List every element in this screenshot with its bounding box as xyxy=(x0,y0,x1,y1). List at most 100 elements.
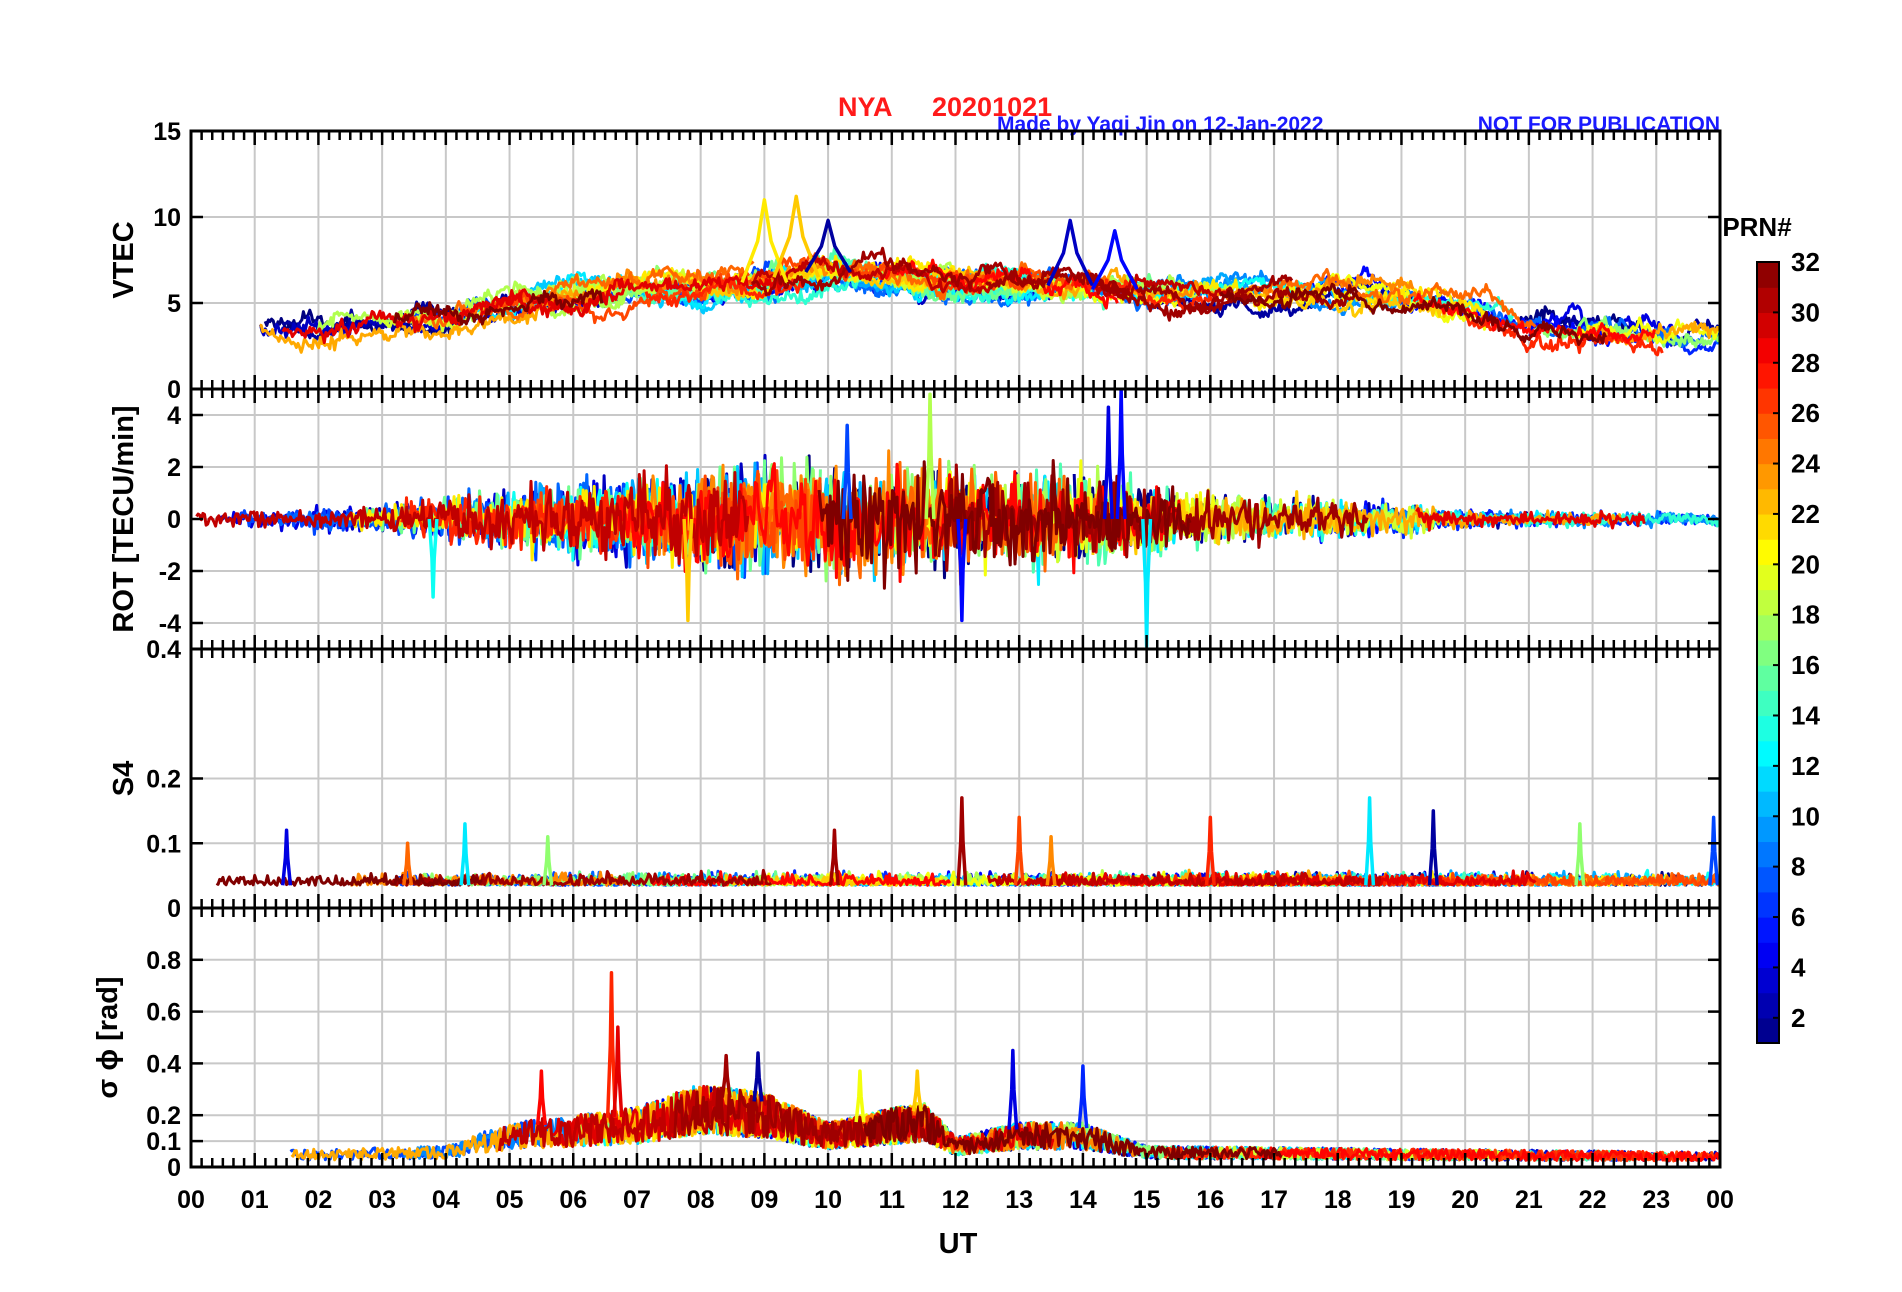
prn-31-trace xyxy=(984,266,1294,312)
colorbar-tick-label: 14 xyxy=(1791,700,1820,730)
colorbar-frame xyxy=(1756,261,1780,1044)
prn-2-peak xyxy=(1427,809,1439,886)
y-axis-label-vtec: VTEC xyxy=(108,221,140,298)
y-axis-label-sigma_phi: σ ϕ [rad] xyxy=(92,976,124,1098)
prn-3-peak xyxy=(1046,218,1095,287)
prn-29-trace xyxy=(1415,507,1646,532)
prn-22-peak xyxy=(682,518,694,623)
colorbar-band xyxy=(1757,614,1779,641)
colorbar-tick-label: 22 xyxy=(1791,499,1820,529)
y-tick-label: 0 xyxy=(167,1154,181,1182)
colorbar-tick-label: 26 xyxy=(1791,398,1820,428)
colorbar-title: PRN# xyxy=(1722,212,1792,242)
prn-28-trace xyxy=(650,869,952,887)
prn-4-peak xyxy=(1102,405,1114,520)
y-tick-label: 2 xyxy=(167,454,181,482)
colorbar-tick-label: 18 xyxy=(1791,600,1820,630)
series-rot xyxy=(195,389,1720,649)
prn-4-peak xyxy=(280,828,293,886)
y-tick-label: 0.4 xyxy=(146,1050,181,1078)
x-tick-label: 13 xyxy=(1005,1186,1033,1214)
colorbar-band xyxy=(1757,589,1779,616)
x-tick-label: 17 xyxy=(1260,1186,1288,1214)
colorbar-tick-label: 2 xyxy=(1791,1003,1805,1033)
y-tick-label: 0.6 xyxy=(146,999,181,1027)
prn-32-trace xyxy=(863,1105,1283,1161)
y-tick-label: 0.2 xyxy=(146,766,181,794)
colorbar-band xyxy=(1757,917,1779,943)
x-tick-label: 02 xyxy=(305,1186,333,1214)
date-title: 20201021 xyxy=(932,92,1052,122)
panel-sigma_phi: 00.10.2 0.4 0.6 0.8 σ ϕ [rad] xyxy=(92,906,1722,1182)
prn-25-trace xyxy=(1268,267,1537,330)
y-tick-label: 0 xyxy=(167,895,181,923)
colorbar-band xyxy=(1757,639,1779,666)
prn-31-peak xyxy=(956,796,968,886)
prn-20-peak xyxy=(854,1069,866,1123)
prn-5-peak xyxy=(1115,389,1127,520)
colorbar-tick-label: 16 xyxy=(1791,650,1820,680)
prn-28-peak xyxy=(535,1069,547,1126)
x-ticks-vtec xyxy=(189,131,1722,389)
x-tick-label: 22 xyxy=(1579,1186,1607,1214)
prn-2-peak xyxy=(752,1051,764,1102)
x-tick-label: 14 xyxy=(1069,1186,1097,1214)
y-tick-label: 10 xyxy=(153,204,181,232)
colorbar-band xyxy=(1757,513,1779,540)
x-axis-label: UT xyxy=(939,1228,978,1260)
y-tick-label: 0.1 xyxy=(146,1128,181,1156)
colorbar-band xyxy=(1757,362,1779,389)
x-tick-label: 08 xyxy=(687,1186,715,1214)
prn-26-peak xyxy=(1013,815,1025,886)
x-tick-label: 19 xyxy=(1388,1186,1416,1214)
colorbar-band xyxy=(1757,564,1779,591)
colorbar-tick-label: 4 xyxy=(1791,952,1806,982)
colorbar-band xyxy=(1757,715,1779,742)
colorbar-band xyxy=(1757,841,1779,868)
prn-30-trace xyxy=(195,464,750,565)
series-vtec xyxy=(259,194,1720,357)
prn-22-peak xyxy=(911,1069,923,1112)
grid-vtec xyxy=(191,131,1720,389)
colorbar-band xyxy=(1757,690,1779,717)
colorbar-band xyxy=(1757,816,1779,843)
x-tick-label: 15 xyxy=(1133,1186,1161,1214)
colorbar-band xyxy=(1757,312,1779,339)
x-tick-label: 23 xyxy=(1642,1186,1670,1214)
y-tick-label: 0.4 xyxy=(146,636,181,664)
panel-s4: 0 0.1 0.2 0.4 S4 xyxy=(108,636,1722,923)
x-tick-label: 03 xyxy=(368,1186,396,1214)
prn-6-peak xyxy=(1077,1064,1089,1129)
prn-32-trace xyxy=(1219,282,1359,310)
y-tick-label: 0.8 xyxy=(146,947,181,975)
prn-18-peak xyxy=(924,392,936,520)
station-title: NYA xyxy=(838,92,893,122)
colorbar-band xyxy=(1757,463,1779,490)
x-ticks-sigma_phi xyxy=(189,908,1722,1167)
x-tick-label: 12 xyxy=(942,1186,970,1214)
y-axis-label-rot: ROT [TECU/min] xyxy=(108,405,140,632)
panel-vtec: 0 5 10 15 VTEC xyxy=(108,118,1722,404)
y-tick-label: 0.2 xyxy=(146,1102,181,1130)
prn-32-trace xyxy=(393,288,604,326)
colorbar-band xyxy=(1757,891,1779,918)
y-tick-label: 0.1 xyxy=(146,830,181,858)
x-tick-label: 00 xyxy=(177,1186,205,1214)
prn-32-trace xyxy=(1348,289,1608,346)
prn-21-peak xyxy=(740,198,789,283)
x-tick-label: 11 xyxy=(879,1186,906,1214)
colorbar-band xyxy=(1757,791,1779,817)
prn-28-trace xyxy=(1256,1146,1720,1163)
prn-17-peak xyxy=(1574,822,1586,886)
colorbar-band xyxy=(1757,740,1779,767)
prn-31-trace xyxy=(751,246,1130,297)
panel-rot: -4 -2 0 2 4 ROT [TECU/min] xyxy=(108,387,1722,651)
y-tick-label: 5 xyxy=(167,290,181,318)
publication-notice: NOT FOR PUBLICATION xyxy=(1478,113,1720,136)
prn-32-trace xyxy=(215,872,483,887)
y-tick-label: -4 xyxy=(159,610,181,638)
prn-24-peak xyxy=(1045,835,1057,886)
prn-31-trace xyxy=(937,463,1369,572)
